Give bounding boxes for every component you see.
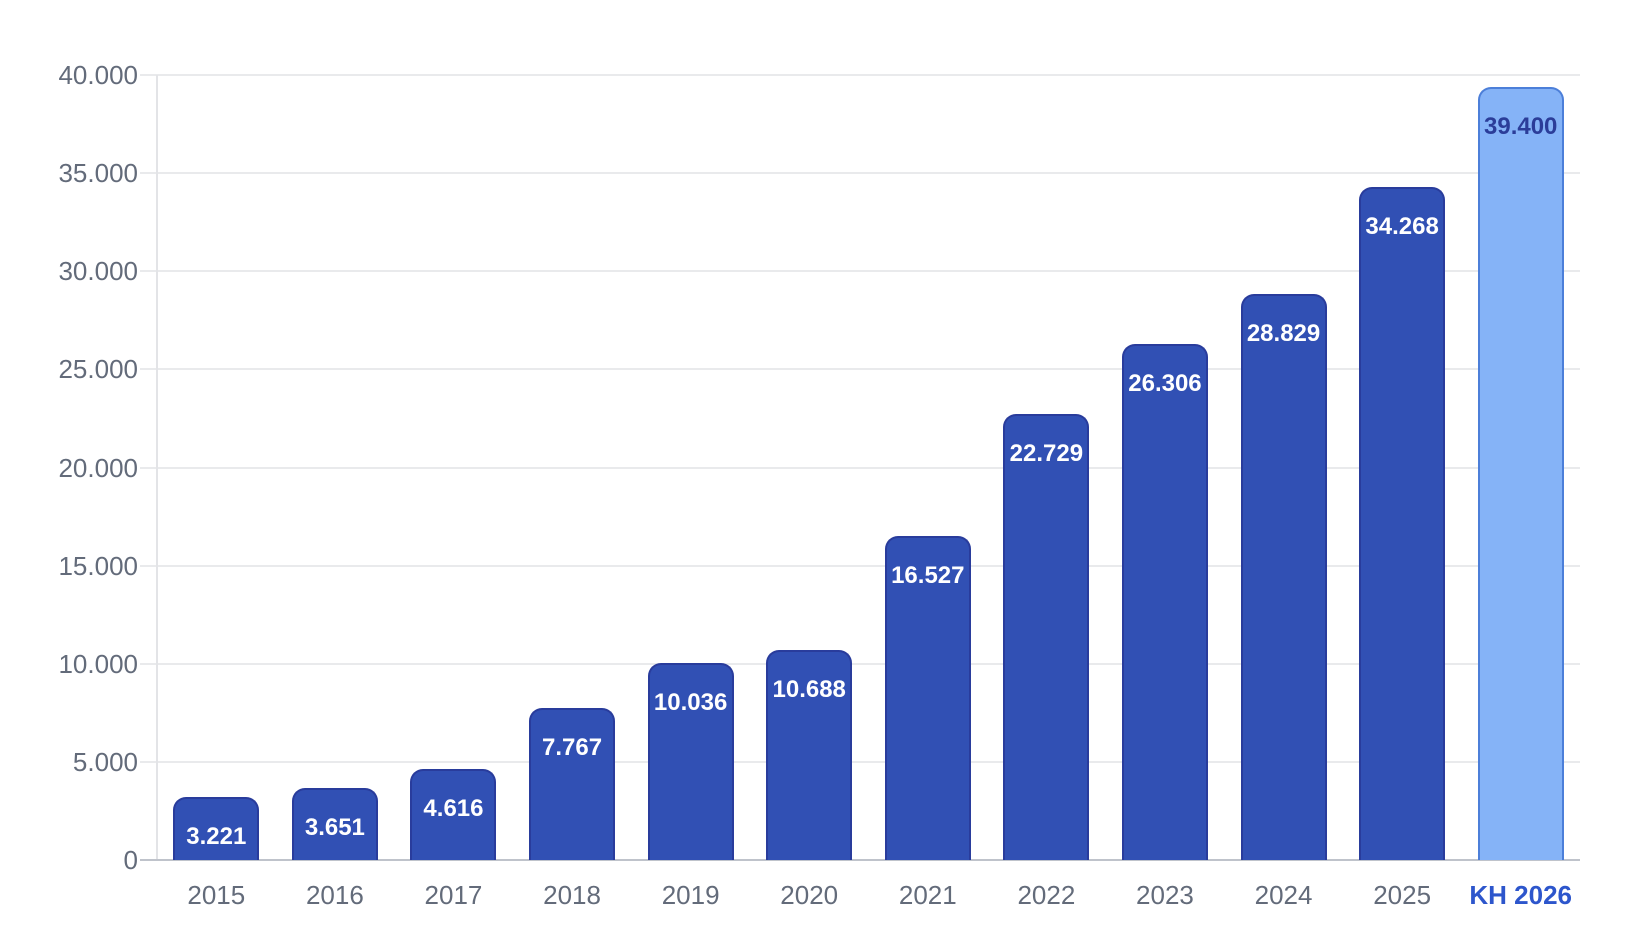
bar-value-label: 10.688: [772, 676, 846, 704]
y-axis-tick-label: 15.000: [58, 550, 138, 581]
y-axis-tick-label: 0: [123, 845, 138, 875]
gridline: [140, 270, 1580, 273]
bar-value-label: 7.767: [542, 733, 603, 761]
bar-2015: 3.221: [173, 796, 260, 860]
bar-value-label: 4.616: [423, 795, 484, 823]
x-axis-label-2021: 2021: [898, 880, 957, 910]
x-axis-label-2024: 2024: [1254, 880, 1313, 910]
bar-2017: 4.616: [410, 769, 497, 860]
bar-value-label: 3.651: [304, 814, 365, 842]
y-axis-tick-label: 40.000: [58, 60, 138, 90]
y-axis-tick-label: 20.000: [58, 452, 138, 483]
gridline: [140, 172, 1580, 175]
gridline: [140, 368, 1580, 371]
x-axis-label-2015: 2015: [187, 880, 246, 910]
bar-2022: 22.729: [1003, 413, 1090, 860]
x-axis-label-2019: 2019: [661, 880, 720, 910]
x-axis-label-2017: 2017: [424, 880, 483, 910]
x-axis-label-2025: 2025: [1373, 880, 1432, 910]
y-axis-tick-label: 5.000: [72, 746, 138, 777]
bar-value-label: 34.268: [1365, 213, 1439, 241]
x-axis-label-2022: 2022: [1017, 880, 1076, 910]
gridline: [140, 564, 1580, 567]
y-axis-tick-label: 25.000: [58, 354, 138, 385]
bar-value-label: 22.729: [1009, 439, 1084, 467]
bar-value-label: 28.829: [1246, 320, 1321, 348]
x-axis-label-2016: 2016: [305, 880, 364, 910]
bar-value-label: 26.306: [1128, 369, 1202, 397]
bar-2023: 26.306: [1121, 343, 1208, 860]
gridline: [140, 466, 1580, 469]
y-axis-line: [156, 75, 158, 860]
bar-2021: 16.527: [884, 535, 971, 860]
gridline: [140, 74, 1580, 76]
y-axis-tick-label: 30.000: [58, 256, 138, 287]
x-axis-label-2020: 2020: [780, 880, 839, 910]
y-axis-tick-label: 35.000: [58, 158, 138, 189]
y-axis-tick-label: 10.000: [58, 648, 138, 679]
bar-value-label: 16.527: [891, 561, 965, 589]
bar-2025: 34.268: [1359, 187, 1446, 860]
gridline: [140, 760, 1580, 763]
gridline: [140, 662, 1580, 665]
bar-KH 2026: 39.400: [1477, 86, 1564, 860]
x-axis-label-2018: 2018: [543, 880, 601, 910]
bar-value-label: 3.221: [186, 822, 247, 850]
bar-2016: 3.651: [291, 788, 378, 860]
bar-2018: 7.767: [529, 707, 616, 860]
bar-value-label: 39.400: [1484, 112, 1558, 140]
x-axis-baseline: [140, 859, 1580, 861]
bar-2024: 28.829: [1240, 294, 1327, 860]
bar-2020: 10.688: [766, 650, 853, 860]
x-axis-label-2023: 2023: [1136, 880, 1194, 910]
bar-2019: 10.036: [647, 663, 734, 860]
bar-value-label: 10.036: [653, 689, 728, 717]
x-axis-label-KH 2026: KH 2026: [1469, 880, 1573, 910]
